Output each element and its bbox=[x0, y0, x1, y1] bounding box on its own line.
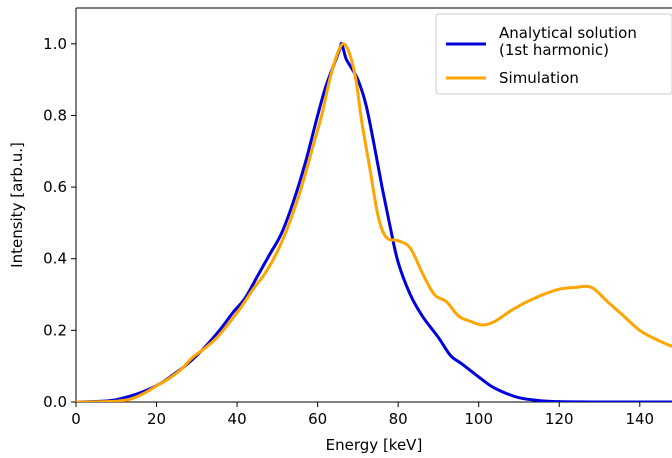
x-tick-label: 60 bbox=[308, 410, 327, 428]
series-line-simulation bbox=[76, 42, 672, 402]
x-axis-label: Energy [keV] bbox=[326, 436, 423, 454]
x-tick-label: 140 bbox=[625, 410, 654, 428]
y-tick-label: 0.2 bbox=[43, 321, 67, 339]
legend-label-simulation: Simulation bbox=[499, 69, 579, 87]
x-tick-label: 0 bbox=[71, 410, 81, 428]
y-tick-label: 1.0 bbox=[43, 35, 67, 53]
x-tick-label: 100 bbox=[464, 410, 493, 428]
x-tick-label: 40 bbox=[228, 410, 247, 428]
y-tick-label: 0.8 bbox=[43, 106, 67, 124]
legend-box bbox=[435, 13, 672, 95]
x-tick-label: 120 bbox=[545, 410, 574, 428]
legend: Analytical solution (1st harmonic) Simul… bbox=[435, 13, 672, 95]
y-tick-label: 0.4 bbox=[43, 250, 67, 268]
x-tick-label: 80 bbox=[389, 410, 408, 428]
y-tick-label: 0.6 bbox=[43, 178, 67, 196]
y-axis-label: Intensity [arb.u.] bbox=[8, 142, 26, 268]
y-tick-label: 0.0 bbox=[43, 393, 67, 411]
y-ticks: 0.0 0.2 0.4 0.6 0.8 1.0 bbox=[43, 35, 76, 411]
legend-label-analytical-line2: (1st harmonic) bbox=[499, 41, 609, 59]
x-ticks: 0 20 40 60 80 100 120 140 bbox=[71, 402, 654, 428]
legend-label-analytical: Analytical solution bbox=[499, 24, 637, 42]
series-group bbox=[76, 41, 672, 402]
x-tick-label: 20 bbox=[147, 410, 166, 428]
series-line-analytical bbox=[76, 41, 672, 402]
